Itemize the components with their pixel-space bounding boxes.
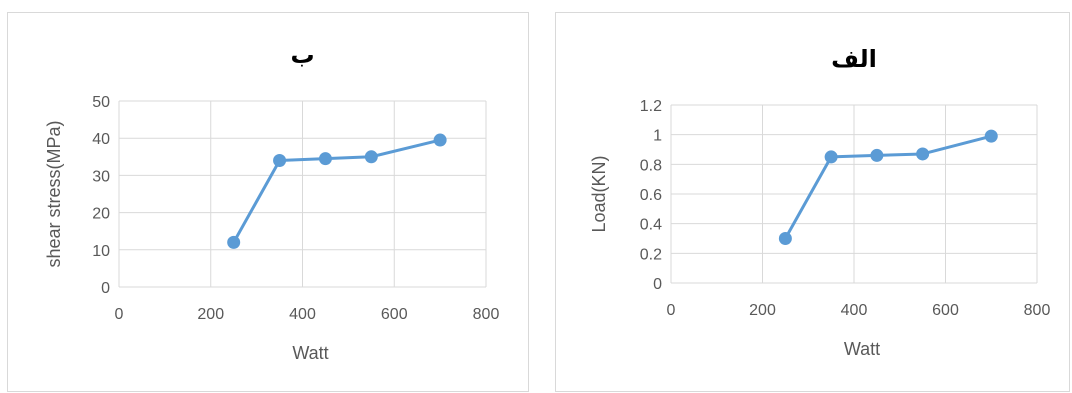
y-axis-title: shear stress(MPa) bbox=[44, 120, 64, 267]
x-tick-label: 600 bbox=[932, 302, 959, 319]
x-tick-label: 0 bbox=[115, 306, 124, 323]
data-point bbox=[273, 154, 287, 168]
y-tick-label: 0.8 bbox=[640, 157, 662, 174]
x-tick-label: 600 bbox=[381, 306, 408, 323]
x-axis-title: Watt bbox=[292, 343, 328, 363]
chart-title: ب bbox=[290, 41, 314, 69]
data-point bbox=[916, 147, 930, 161]
chart-right: الف 0 0.2 0.4 0.6 0.8 1 1.2 0 200 400 600 800 Watt Loa… bbox=[589, 45, 1051, 359]
x-tick-label: 400 bbox=[841, 302, 868, 319]
data-point bbox=[824, 150, 838, 164]
x-tick-label: 800 bbox=[473, 306, 500, 323]
data-point bbox=[984, 129, 998, 143]
data-point bbox=[227, 235, 241, 249]
y-tick-label: 50 bbox=[92, 94, 110, 111]
y-tick-label: 0 bbox=[101, 280, 110, 297]
x-axis-title: Watt bbox=[844, 339, 880, 359]
y-tick-label: 1.2 bbox=[640, 98, 662, 115]
x-tick-label: 200 bbox=[197, 306, 224, 323]
data-point bbox=[433, 133, 447, 147]
chart-left: ب 0 10 20 30 40 50 0 200 400 600 800 Watt shear stres… bbox=[44, 41, 500, 363]
y-tick-label: 30 bbox=[92, 168, 110, 185]
data-point bbox=[778, 232, 792, 245]
x-tick-label: 400 bbox=[289, 306, 316, 323]
data-point bbox=[364, 150, 378, 164]
y-tick-label: 0.6 bbox=[640, 187, 662, 204]
y-tick-label: 40 bbox=[92, 131, 110, 148]
x-tick-label: 0 bbox=[667, 302, 676, 319]
series-line bbox=[232, 138, 441, 244]
y-tick-label: 10 bbox=[92, 243, 110, 260]
x-tick-label: 200 bbox=[749, 302, 776, 319]
y-tick-label: 0 bbox=[653, 276, 662, 293]
chart-title: الف bbox=[831, 45, 877, 73]
y-axis-title: Load(KN) bbox=[589, 155, 609, 232]
y-tick-label: 1 bbox=[653, 128, 662, 145]
chart-panel-right: الف 0 0.2 0.4 0.6 0.8 1 1.2 0 200 400 600 800 Watt Loa… bbox=[555, 12, 1070, 392]
y-tick-label: 0.2 bbox=[640, 246, 662, 263]
data-point bbox=[318, 152, 332, 166]
series-line bbox=[784, 134, 992, 240]
x-tick-label: 800 bbox=[1024, 302, 1051, 319]
data-point bbox=[870, 148, 884, 162]
chart-panel-left: ب 0 10 20 30 40 50 0 200 400 600 800 Watt shear stres… bbox=[7, 12, 529, 392]
y-tick-label: 20 bbox=[92, 206, 110, 223]
y-tick-label: 0.4 bbox=[640, 217, 662, 234]
